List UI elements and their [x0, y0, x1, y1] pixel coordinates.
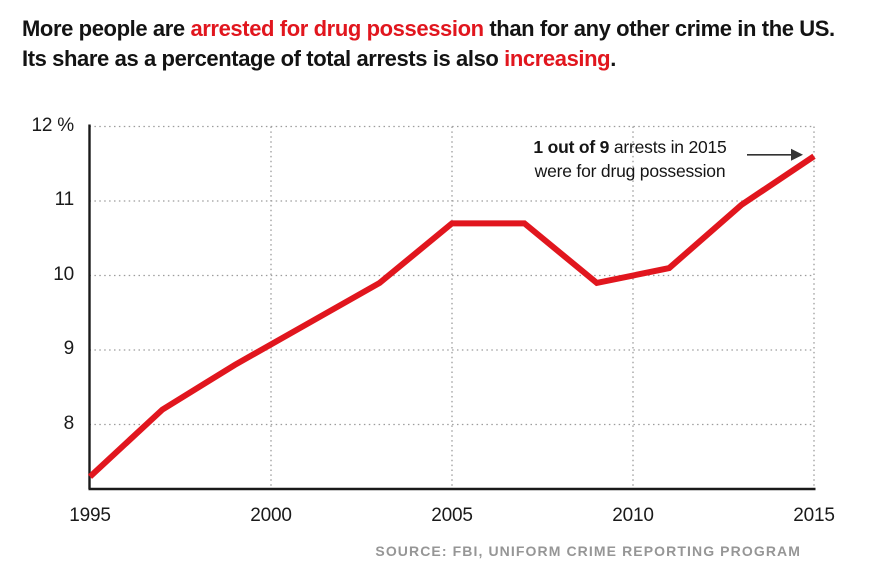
data-line-drug-possession [87, 153, 816, 479]
page-title-line2: Its share as a percentage of total arres… [22, 44, 854, 74]
title-highlight-drug-possession: arrested for drug possession [190, 16, 484, 41]
annotation-bold-fraction: 1 out of 9 [533, 137, 610, 157]
x-tick-label: 2000 [250, 505, 292, 526]
y-tick-label: 11 [54, 189, 75, 210]
annotation-text: arrests in 2015 [609, 137, 727, 157]
arrow-right-icon [791, 148, 803, 161]
x-tick-label: 1995 [69, 505, 111, 526]
y-tick-label: 10 [53, 263, 74, 285]
title-segment: than for any other crime in the US. [483, 16, 835, 41]
annotation-line2: were for drug possession [534, 161, 726, 181]
annotation-callout: 1 out of 9 arrests in 2015 were for drug… [514, 135, 746, 183]
source-credit: SOURCE: FBI, UNIFORM CRIME REPORTING PRO… [375, 543, 801, 559]
y-tick-label: 9 [63, 338, 75, 359]
x-tick-label: 2005 [431, 505, 473, 526]
title-segment: Its share as a percentage of total arres… [22, 46, 505, 71]
x-tick-label: 2015 [793, 505, 835, 526]
page-title: More people are arrested for drug posses… [22, 14, 854, 74]
page-title-line1: More people are arrested for drug posses… [22, 14, 854, 44]
annotation-line1: 1 out of 9 arrests in 2015 [514, 135, 746, 159]
title-segment: . [610, 46, 616, 71]
title-highlight-increasing: increasing [504, 46, 611, 71]
x-tick-label: 2010 [612, 505, 654, 526]
y-tick-label: 12 % [31, 114, 74, 136]
y-tick-label: 8 [63, 412, 75, 434]
title-segment: More people are [22, 16, 191, 41]
